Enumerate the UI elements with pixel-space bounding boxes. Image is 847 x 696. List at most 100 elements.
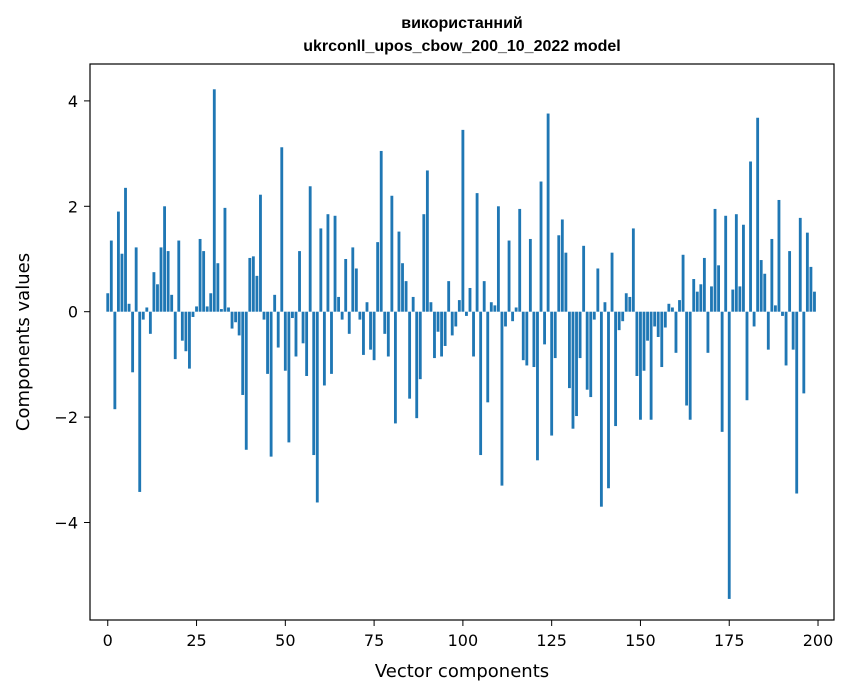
bar-108 xyxy=(489,302,493,312)
bar-10 xyxy=(141,311,145,320)
bar-171 xyxy=(713,208,717,312)
bar-54 xyxy=(298,251,301,312)
bar-57 xyxy=(308,186,312,312)
bar-104 xyxy=(475,193,479,312)
bar-107 xyxy=(486,311,490,403)
bar-103 xyxy=(472,311,475,357)
bar-77 xyxy=(379,150,383,312)
bar-118 xyxy=(525,311,529,366)
bar-82 xyxy=(397,231,401,312)
bar-79 xyxy=(386,311,390,357)
bar-89 xyxy=(422,214,426,312)
bar-55 xyxy=(301,311,305,344)
bar-98 xyxy=(454,311,458,327)
bar-3 xyxy=(116,211,120,312)
bar-140 xyxy=(603,302,607,312)
bar-27 xyxy=(202,251,206,312)
bar-17 xyxy=(166,251,170,312)
bar-128 xyxy=(560,219,564,312)
y-tick-label: 0 xyxy=(68,303,78,322)
bar-76 xyxy=(376,242,380,312)
bar-39 xyxy=(244,311,248,450)
bar-99 xyxy=(457,300,461,312)
bar-36 xyxy=(234,311,238,323)
bar-197 xyxy=(805,232,809,312)
bar-45 xyxy=(266,311,269,374)
y-tick-label: 2 xyxy=(68,197,78,216)
bar-50 xyxy=(283,311,287,371)
bar-149 xyxy=(635,311,639,376)
bar-153 xyxy=(649,311,653,420)
bar-147 xyxy=(628,296,632,312)
bar-132 xyxy=(575,311,578,417)
bar-73 xyxy=(365,302,369,312)
bar-95 xyxy=(443,311,447,346)
bar-88 xyxy=(418,311,422,380)
bar-180 xyxy=(745,311,749,401)
bar-44 xyxy=(262,311,266,320)
bar-159 xyxy=(670,307,674,312)
bar-123 xyxy=(543,311,546,345)
bar-122 xyxy=(539,181,543,312)
bar-155 xyxy=(656,311,660,337)
bar-179 xyxy=(742,224,745,312)
bar-145 xyxy=(621,311,625,322)
bar-116 xyxy=(518,208,522,312)
bar-70 xyxy=(354,268,358,312)
bar-62 xyxy=(326,214,330,312)
bar-92 xyxy=(433,311,436,359)
bar-150 xyxy=(639,311,642,420)
bar-134 xyxy=(582,245,586,312)
bar-84 xyxy=(404,281,408,312)
bar-135 xyxy=(585,311,589,390)
bar-40 xyxy=(248,257,252,312)
bar-94 xyxy=(440,311,444,357)
x-tick-label: 50 xyxy=(275,631,295,650)
bar-21 xyxy=(180,311,184,341)
bar-198 xyxy=(809,266,813,312)
bar-181 xyxy=(749,161,752,312)
x-tick-label: 25 xyxy=(186,631,206,650)
bar-160 xyxy=(674,311,678,353)
bar-166 xyxy=(695,291,699,312)
bar-1 xyxy=(109,240,113,312)
bar-113 xyxy=(507,240,511,312)
bar-185 xyxy=(763,273,767,312)
bar-174 xyxy=(724,215,728,312)
bar-48 xyxy=(276,311,280,348)
bar-61 xyxy=(322,311,326,386)
plot-frame xyxy=(89,63,835,621)
bar-146 xyxy=(624,293,628,312)
bar-25 xyxy=(195,306,198,312)
bar-11 xyxy=(145,307,149,312)
bar-28 xyxy=(205,306,209,312)
bars-group xyxy=(106,89,816,599)
bar-51 xyxy=(287,311,291,443)
bar-31 xyxy=(216,263,220,312)
bar-72 xyxy=(362,311,365,355)
bar-8 xyxy=(134,247,138,312)
x-axis-label: Vector components xyxy=(375,661,549,682)
bar-30 xyxy=(212,89,216,312)
bar-138 xyxy=(596,268,600,312)
bar-177 xyxy=(734,214,738,312)
bar-66 xyxy=(340,311,344,320)
bar-67 xyxy=(344,258,348,312)
y-tick-label: 4 xyxy=(68,92,78,111)
bar-130 xyxy=(568,311,571,389)
bar-7 xyxy=(131,311,135,373)
bar-26 xyxy=(198,238,202,312)
bar-35 xyxy=(230,311,234,329)
x-tick-label: 200 xyxy=(803,631,834,650)
bar-105 xyxy=(479,311,483,456)
bar-23 xyxy=(188,311,191,369)
bar-168 xyxy=(702,257,706,312)
bar-110 xyxy=(496,206,500,312)
bar-193 xyxy=(791,311,795,350)
bar-164 xyxy=(688,311,692,420)
bar-190 xyxy=(781,311,784,316)
bar-188 xyxy=(773,305,777,312)
bar-42 xyxy=(255,275,259,312)
bar-187 xyxy=(770,238,774,312)
bar-4 xyxy=(120,253,124,312)
